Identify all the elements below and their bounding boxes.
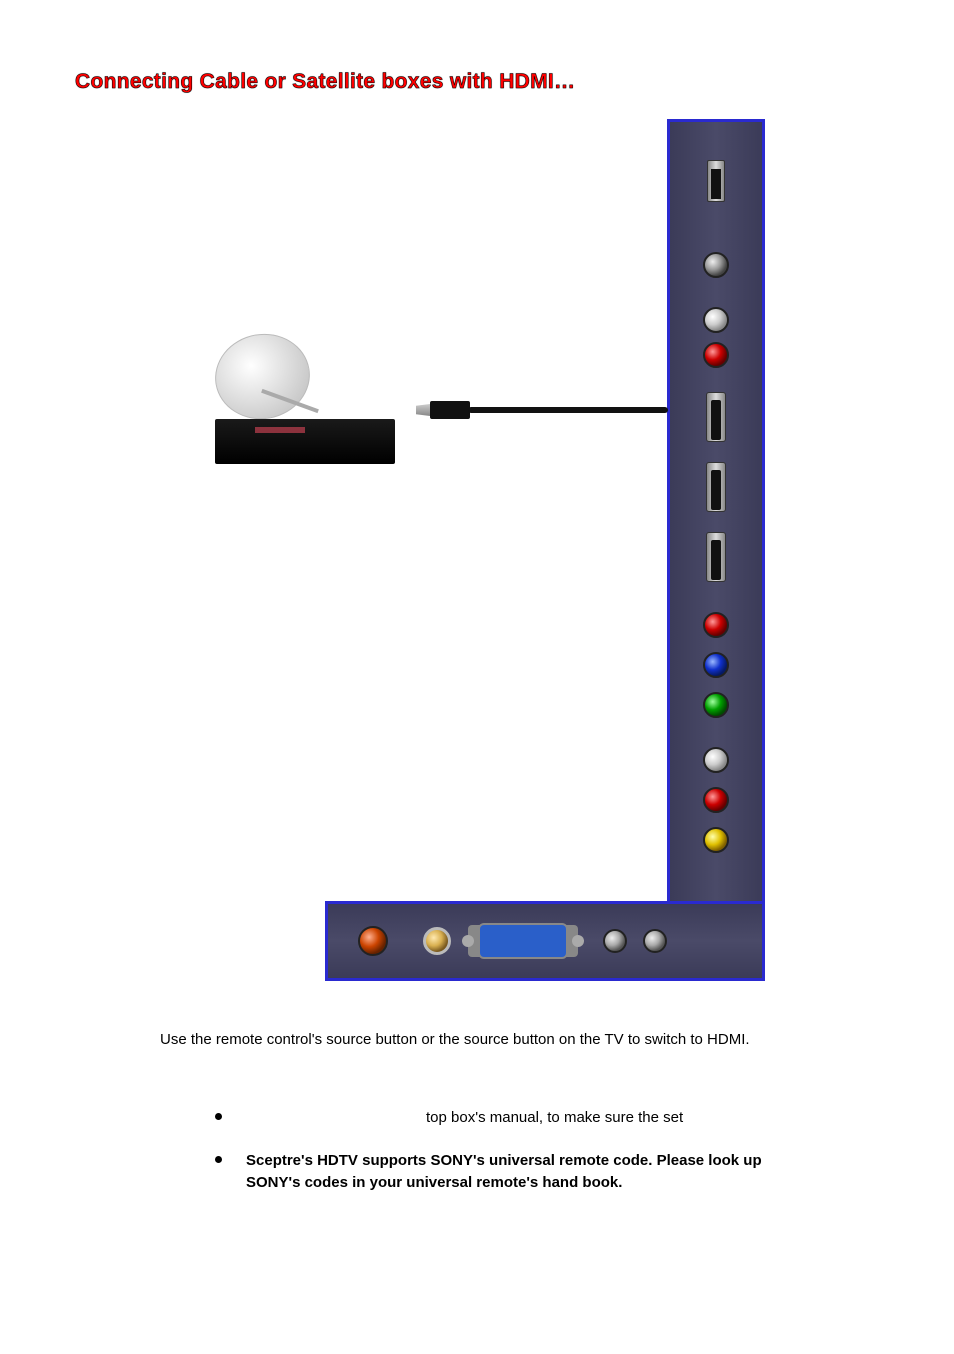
headphone-jack-icon [703, 252, 729, 278]
hdmi-cable-icon [468, 407, 668, 413]
list-item: top box's manual, to make sure the set [215, 1107, 819, 1129]
note-text-1: top box's manual, to make sure the set [426, 1107, 683, 1129]
pc-audio-2-jack-icon [643, 929, 667, 953]
list-item: Sceptre's HDTV supports SONY's universal… [215, 1150, 819, 1194]
tv-panel-vertical [667, 119, 765, 904]
hdmi-1-port-icon [706, 392, 726, 442]
vga-port-icon [478, 923, 568, 959]
tv-panel-horizontal [325, 901, 765, 981]
hdmi-2-port-icon [706, 462, 726, 512]
bullet-icon [215, 1156, 222, 1163]
composite-yellow-jack-icon [703, 827, 729, 853]
instruction-text: Use the remote control's source button o… [160, 1029, 879, 1052]
component-green-jack-icon [703, 692, 729, 718]
set-top-box-icon [215, 419, 395, 464]
note-text-2: Sceptre's HDTV supports SONY's universal… [246, 1150, 819, 1194]
hdmi-3-port-icon [706, 532, 726, 582]
audio-white-jack-icon [703, 307, 729, 333]
audio-red-2-jack-icon [703, 787, 729, 813]
pc-audio-1-jack-icon [603, 929, 627, 953]
audio-white-2-jack-icon [703, 747, 729, 773]
page-title: Connecting Cable or Satellite boxes with… [75, 70, 879, 94]
component-red-jack-icon [703, 612, 729, 638]
notes-list: top box's manual, to make sure the set S… [215, 1107, 819, 1194]
usb-port-icon [707, 160, 725, 202]
rf-coax-jack-icon [423, 927, 451, 955]
connection-diagram [205, 119, 765, 969]
hdmi-plug-icon [430, 401, 470, 419]
spdif-jack-icon [358, 926, 388, 956]
component-blue-jack-icon [703, 652, 729, 678]
audio-red-jack-icon [703, 342, 729, 368]
bullet-icon [215, 1113, 222, 1120]
